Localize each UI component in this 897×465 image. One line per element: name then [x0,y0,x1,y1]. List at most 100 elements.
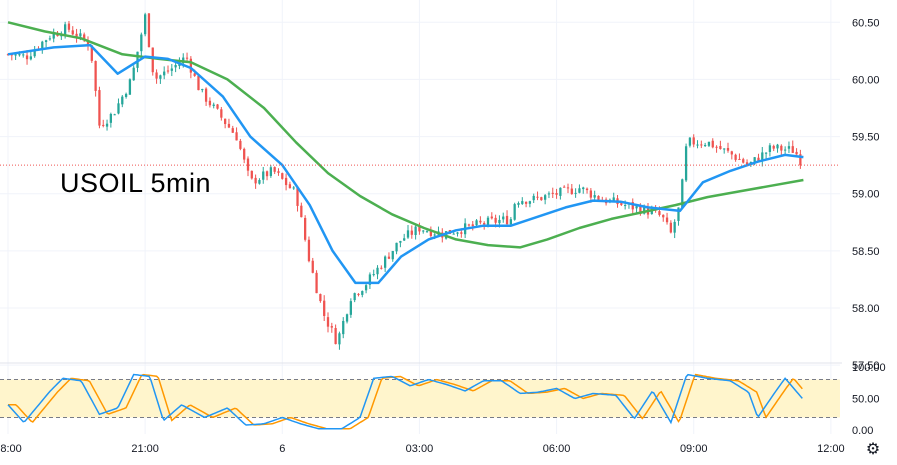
candle-down [479,220,482,223]
candle-down [772,145,775,149]
candle-up [422,230,425,232]
ema-slow-line [7,21,804,249]
candle-down [524,201,528,204]
candle-down [246,158,250,171]
candle-up [109,113,112,123]
candle-down [265,171,269,177]
candle-up [502,216,505,220]
stochastic-lines [7,373,803,430]
candle-up [753,157,756,162]
candle-up [574,192,577,194]
candle-down [208,100,212,106]
price-tick-label: 60.50 [852,17,880,29]
candle-up [764,152,768,154]
candle-up [144,14,147,35]
candle-up [269,167,272,176]
candle-up [140,34,143,52]
candle-up [787,146,791,149]
candle-up [433,234,436,236]
candle-down [799,154,802,166]
candle-down [71,30,74,35]
candle-up [395,242,398,252]
time-tick-label: 09:00 [680,443,708,455]
gear-icon[interactable]: ⚙ [865,439,881,458]
candle-up [113,114,116,116]
candle-down [83,34,86,41]
candle-up [707,141,711,146]
candle-down [726,147,730,151]
candle-up [544,195,547,200]
candle-up [376,267,379,275]
candle-up [14,54,17,56]
candle-down [665,217,669,223]
ema-fast-line [7,43,804,285]
grid [0,0,842,434]
candle-down [330,326,333,328]
time-tick-label: 03:00 [406,443,434,455]
candle-down [6,54,10,56]
candle-down [67,23,71,30]
candle-up [41,41,44,50]
candle-down [319,294,322,302]
candle-down [745,162,749,165]
candle-up [776,144,779,149]
candle-down [795,151,798,155]
candle-down [243,148,246,160]
time-tick-label: 21:00 [131,443,159,455]
candle-up [509,219,512,225]
candle-down [166,70,170,72]
candle-up [635,206,638,209]
candle-down [235,132,238,141]
candle-down [193,73,196,76]
candle-down [471,224,474,227]
candle-up [124,93,128,97]
candle-up [170,68,173,71]
time-axis[interactable]: 18:00 21:00 6 03:00 06:00 09:00 12:00 [0,443,845,455]
candle-up [406,230,410,238]
candle-up [391,250,394,260]
candle-down [147,13,151,48]
candle-down [185,57,189,59]
candle-up [128,79,132,95]
price-tick-label: 58.50 [852,246,880,258]
stochastic-tick-label: 0.00 [852,425,873,437]
candle-up [364,285,368,291]
candle-down [323,300,326,316]
candle-down [197,75,200,91]
candle-up [498,219,501,224]
moving-averages [0,21,840,285]
candle-down [86,40,90,47]
candle-down [250,170,253,179]
price-tick-label: 59.50 [852,132,880,144]
candle-down [418,225,421,232]
time-tick-label: 18:00 [0,443,22,455]
price-tick-label: 60.00 [852,74,880,86]
price-tick-label: 57.50 [852,360,880,372]
candle-up [688,137,692,146]
candle-up [399,240,402,243]
candle-up [425,231,429,233]
candle-down [734,154,737,160]
candle-up [372,274,375,276]
time-tick-label: 06:00 [543,443,571,455]
candle-down [75,33,78,38]
candle-down [639,206,642,214]
candle-down [730,151,733,155]
candle-down [300,205,303,218]
candle-up [174,64,177,68]
candle-up [403,238,406,241]
candle-up [582,187,585,190]
price-axis[interactable]: 60.50 60.00 59.50 59.00 58.50 58.00 57.50100.0… [852,17,886,437]
candle-up [136,51,139,68]
candle-down [189,58,192,73]
candle-down [273,167,276,172]
candle-up [117,103,120,114]
candle-up [517,203,520,205]
candle-up [105,123,109,127]
candle-down [380,267,383,269]
candle-up [673,221,676,233]
candle-up [338,333,341,345]
candle-up [593,195,596,198]
candle-up [159,75,162,79]
